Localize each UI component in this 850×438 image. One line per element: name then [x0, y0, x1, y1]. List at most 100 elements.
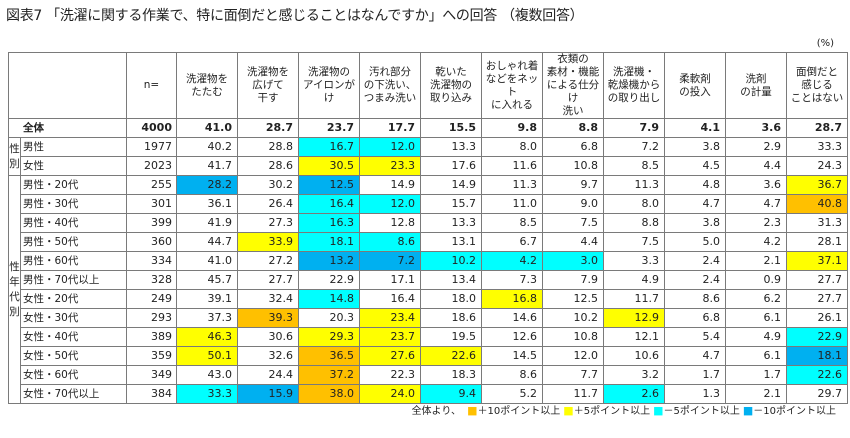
value-cell: 4.9	[603, 270, 665, 290]
row-label: 女性・70代以上	[20, 384, 127, 404]
sample-size-cell: 301	[126, 194, 177, 214]
value-cell: 20.3	[298, 308, 360, 328]
sample-size-cell: 2023	[126, 156, 177, 176]
value-cell: 8.6	[664, 289, 726, 309]
value-cell: 18.1	[298, 232, 360, 252]
value-cell: 7.7	[542, 365, 604, 385]
value-cell: 16.4	[298, 194, 360, 214]
value-cell: 8.5	[603, 156, 665, 176]
value-cell: 9.0	[542, 194, 604, 214]
table-row: 男性・40代 399 41.9 27.3 16.3 12.8 13.3 8.5 7.5 8.8 3.…	[9, 213, 848, 233]
value-cell: 9.7	[542, 175, 604, 195]
value-cell: 18.0	[420, 289, 482, 309]
value-cell: 7.3	[481, 270, 543, 290]
value-cell: 7.5	[603, 232, 665, 252]
value-cell: 7.9	[542, 270, 604, 290]
value-cell: 12.0	[359, 194, 421, 214]
table-row: 女性・20代 249 39.1 32.4 14.8 16.4 18.0 16.8 12.5 11.…	[9, 289, 848, 309]
value-cell: 27.7	[786, 270, 848, 290]
value-cell: 11.6	[481, 156, 543, 176]
value-cell: 8.8	[542, 118, 604, 138]
value-cell: 17.7	[359, 118, 421, 138]
value-cell: 16.8	[481, 289, 543, 309]
value-cell: 37.3	[176, 308, 238, 328]
value-cell: 8.8	[603, 213, 665, 233]
value-cell: 7.9	[603, 118, 665, 138]
table-row: 男性・60代 334 41.0 27.2 13.2 7.2 10.2 4.2 3.0 3.3 2.4…	[9, 251, 848, 271]
table-row: 男性・50代 360 44.7 33.9 18.1 8.6 13.1 6.7 4.4 7.5 5.0…	[9, 232, 848, 252]
value-cell: 40.2	[176, 137, 238, 157]
table-row: 女性・50代 359 50.1 32.6 36.5 27.6 22.6 14.5 12.0 10.…	[9, 346, 848, 366]
value-cell: 15.9	[237, 384, 299, 404]
value-cell: 4.8	[664, 175, 726, 195]
value-cell: 4.2	[725, 232, 787, 252]
value-cell: 14.9	[359, 175, 421, 195]
group-label: 性 別	[8, 137, 21, 176]
column-header: 面倒だと 感じる ことはない	[786, 52, 848, 119]
value-cell: 41.0	[176, 251, 238, 271]
column-header: 衣類の 素材・機能 による仕分け 洗い	[542, 52, 604, 119]
row-label: 女性・30代	[20, 308, 127, 328]
value-cell: 32.6	[237, 346, 299, 366]
legend-swatch: ■	[563, 404, 574, 417]
value-cell: 23.7	[298, 118, 360, 138]
column-header: 洗濯機・ 乾燥機から の取り出し	[603, 52, 665, 119]
value-cell: 28.8	[237, 137, 299, 157]
row-label: 男性	[20, 137, 127, 157]
row-label: 男性・20代	[20, 175, 127, 195]
value-cell: 6.7	[481, 232, 543, 252]
value-cell: 4.7	[725, 194, 787, 214]
value-cell: 36.5	[298, 346, 360, 366]
value-cell: 22.6	[786, 365, 848, 385]
value-cell: 46.3	[176, 327, 238, 347]
column-header: 汚れ部分 の下洗い、 つまみ洗い	[359, 52, 421, 119]
value-cell: 18.1	[786, 346, 848, 366]
legend-swatch: ■	[742, 404, 754, 417]
column-header: おしゃれ着 などをネット に入れる	[481, 52, 543, 119]
results-table: n= 洗濯物を たたむ 洗濯物を 広げて 干す 洗濯物の アイロンがけ 汚れ部分 の下…	[8, 52, 848, 404]
value-cell: 24.0	[359, 384, 421, 404]
value-cell: 36.7	[786, 175, 848, 195]
value-cell: 5.0	[664, 232, 726, 252]
value-cell: 12.9	[603, 308, 665, 328]
value-cell: 1.7	[664, 365, 726, 385]
column-header: 洗濯物を 広げて 干す	[237, 52, 299, 119]
table-row: 女性 2023 41.7 28.6 30.5 23.3 17.6 11.6 10.8 8.5 4.5…	[9, 156, 848, 176]
value-cell: 13.3	[420, 137, 482, 157]
row-label: 全体	[8, 118, 127, 138]
value-cell: 30.6	[237, 327, 299, 347]
value-cell: 31.3	[786, 213, 848, 233]
table-row: 性 年 代 別男性・20代 255 28.2 30.2 12.5 14.9 14.9 11.3…	[8, 175, 848, 404]
value-cell: 15.5	[420, 118, 482, 138]
value-cell: 8.0	[603, 194, 665, 214]
value-cell: 8.5	[481, 213, 543, 233]
row-label: 男性・40代	[20, 213, 127, 233]
legend-swatch: ■	[653, 404, 664, 417]
n-header: n=	[126, 52, 177, 119]
value-cell: 39.3	[237, 308, 299, 328]
sample-size-cell: 1977	[126, 137, 177, 157]
value-cell: 4.7	[664, 194, 726, 214]
value-cell: 22.6	[420, 346, 482, 366]
value-cell: 13.3	[420, 213, 482, 233]
value-cell: 29.3	[298, 327, 360, 347]
sample-size-cell: 334	[126, 251, 177, 271]
legend-swatch: ■	[467, 404, 478, 417]
value-cell: 29.7	[786, 384, 848, 404]
sample-size-cell: 249	[126, 289, 177, 309]
value-cell: 3.8	[664, 137, 726, 157]
value-cell: 27.7	[237, 270, 299, 290]
value-cell: 9.8	[481, 118, 543, 138]
value-cell: 18.3	[420, 365, 482, 385]
row-label: 女性・60代	[20, 365, 127, 385]
table-row: 男性・70代以上 328 45.7 27.7 22.9 17.1 13.4 7.3 7.9 4.9…	[9, 270, 848, 290]
value-cell: 19.5	[420, 327, 482, 347]
value-cell: 13.1	[420, 232, 482, 252]
value-cell: 2.3	[725, 213, 787, 233]
value-cell: 28.6	[237, 156, 299, 176]
value-cell: 5.2	[481, 384, 543, 404]
value-cell: 6.1	[725, 308, 787, 328]
value-cell: 40.8	[786, 194, 848, 214]
value-cell: 17.6	[420, 156, 482, 176]
value-cell: 44.7	[176, 232, 238, 252]
